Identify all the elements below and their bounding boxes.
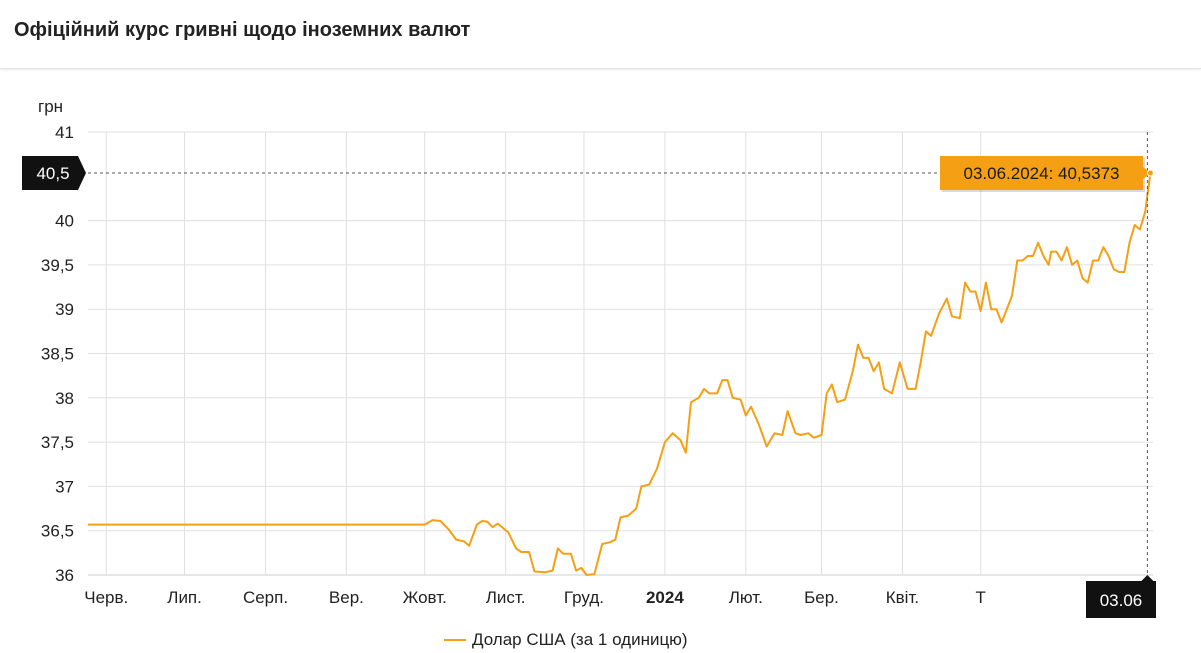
x-tick-label: Вер. [329, 588, 364, 607]
hover-point-marker [1146, 169, 1154, 177]
x-tick-label: Серп. [243, 588, 288, 607]
x-tick-label: Лип. [167, 588, 202, 607]
y-tick-label: 37 [55, 477, 74, 496]
y-tick-label: 39,5 [41, 256, 74, 275]
x-tick-labels: Черв. Лип. Серп. Вер. Жовт. Лист. Груд. 2024 Лют… [84, 588, 986, 607]
x-tick-label: 2024 [646, 588, 684, 607]
y-tick-label: 38,5 [41, 345, 74, 364]
x-tick-label: Лист. [486, 588, 526, 607]
chart-grid [88, 131, 1153, 576]
y-tick-label: 38 [55, 389, 74, 408]
crosshair-y-box [22, 155, 86, 190]
y-tick-label: 36 [55, 566, 74, 585]
x-tick-label: Черв. [84, 588, 128, 607]
y-tick-label: 37,5 [41, 433, 74, 452]
crosshair-x-label: 03.06 [1100, 591, 1143, 610]
y-tick-label: 40 [55, 212, 74, 231]
series-line-usd [88, 172, 1152, 576]
x-tick-label: Жовт. [403, 588, 447, 607]
line-chart[interactable]: грн 36 36,5 37 37,5 38 38,5 39 39,5 40 41 Черв. Ли… [0, 70, 1201, 653]
y-tick-label: 39 [55, 300, 74, 319]
header: Офіційний курс гривні щодо іноземних вал… [0, 0, 1201, 69]
x-tick-label: Груд. [564, 588, 604, 607]
crosshair-x-box [1086, 575, 1156, 618]
x-tick-label: Бер. [804, 588, 839, 607]
x-tick-label: Лют. [729, 588, 763, 607]
y-tick-labels: 36 36,5 37 37,5 38 38,5 39 39,5 40 41 [41, 123, 74, 585]
legend[interactable]: Долар США (за 1 одиницю) [444, 630, 688, 650]
y-tick-label: 36,5 [41, 522, 74, 541]
page-title: Офіційний курс гривні щодо іноземних вал… [14, 19, 471, 41]
y-axis-unit-label: грн [38, 97, 63, 116]
series-layer [88, 172, 1152, 576]
legend-label: Долар США (за 1 одиницю) [472, 630, 688, 649]
x-tick-label: Квіт. [886, 588, 919, 607]
y-tick-label: 41 [55, 123, 74, 142]
x-tick-label: Т [976, 588, 986, 607]
tooltip-text: 03.06.2024: 40,5373 [964, 164, 1120, 183]
crosshair-y-label: 40,5 [36, 164, 69, 183]
legend-swatch [444, 639, 466, 641]
crosshair: 40,5 03.06 03.06.2024: 40,5373 [22, 132, 1156, 618]
tooltip-box [940, 155, 1151, 190]
